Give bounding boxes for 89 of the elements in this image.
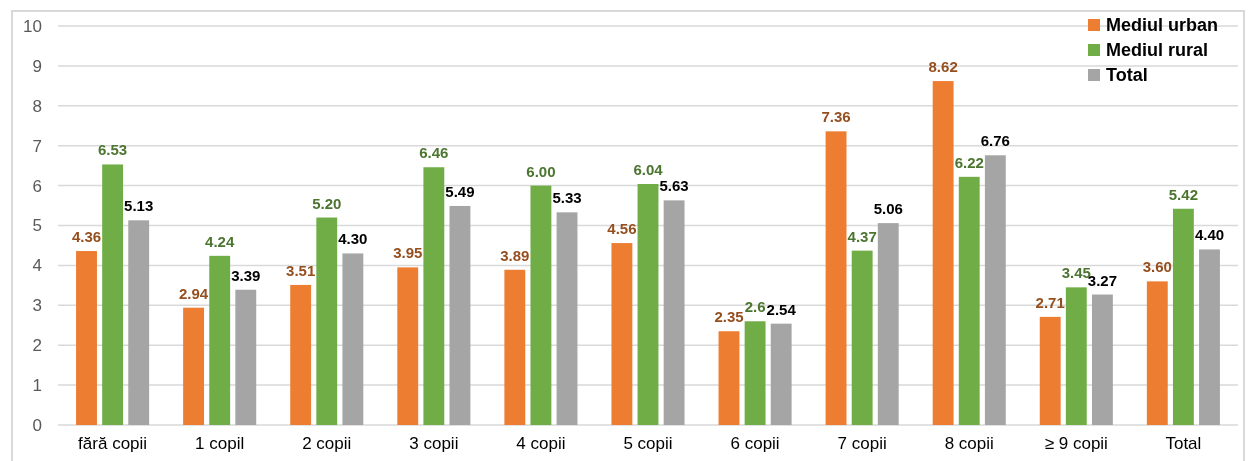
- bar: [877, 223, 899, 425]
- bar: [530, 185, 552, 425]
- x-tick-label: 4 copii: [516, 434, 566, 453]
- x-tick-label: 1 copil: [195, 434, 245, 453]
- data-label: 4.30: [338, 230, 368, 248]
- data-label: 6.76: [980, 132, 1010, 150]
- y-tick-label: 7: [32, 136, 42, 156]
- data-label: 6.22: [954, 153, 984, 171]
- bar: [1146, 281, 1168, 425]
- bar: [637, 184, 659, 425]
- x-tick-label: 2 copii: [302, 434, 352, 453]
- bar: [718, 331, 740, 425]
- data-label: 2.6: [744, 298, 766, 316]
- bar: [611, 243, 633, 425]
- data-label: 7.36: [821, 108, 851, 126]
- data-label: 6.04: [633, 161, 664, 178]
- y-tick-label: 1: [32, 376, 42, 396]
- legend-label: Total: [1106, 65, 1148, 86]
- bar: [1199, 249, 1220, 425]
- x-tick-label: ≥ 9 copii: [1044, 434, 1108, 453]
- bar: [183, 307, 205, 425]
- data-label: 4.36: [71, 228, 102, 246]
- bar: [851, 250, 873, 425]
- data-label: 2.71: [1035, 293, 1065, 311]
- data-label: 6.00: [526, 162, 556, 180]
- x-tick-label: 5 copii: [623, 434, 673, 453]
- bar: [770, 323, 792, 425]
- legend-label: Mediul rural: [1106, 40, 1209, 61]
- data-label: 5.63: [659, 177, 689, 195]
- data-label: 5.49: [445, 182, 475, 200]
- x-tick-label: Total: [1165, 434, 1202, 453]
- data-label: 5.33: [552, 189, 582, 207]
- x-tick-label: 7 copii: [837, 434, 887, 453]
- y-tick-label: 8: [32, 96, 42, 116]
- data-label: 3.95: [393, 244, 423, 262]
- data-label: 5.42: [1168, 185, 1198, 203]
- legend-label: Mediul urban: [1106, 15, 1218, 36]
- x-tick-label: 8 copii: [944, 434, 994, 453]
- data-label: 2.54: [766, 300, 797, 318]
- bar: [1172, 208, 1194, 425]
- y-tick-label: 10: [23, 16, 42, 36]
- bar: [1039, 316, 1061, 425]
- bar: [1091, 294, 1113, 425]
- data-label: 5.06: [873, 200, 903, 218]
- y-tick-label: 3: [32, 296, 42, 316]
- bar: [449, 205, 471, 425]
- x-tick-label: 6 copii: [730, 434, 780, 453]
- data-label: 3.60: [1142, 258, 1172, 276]
- y-tick-label: 2: [32, 336, 42, 356]
- bar: [128, 220, 150, 425]
- data-label: 4.37: [847, 227, 877, 245]
- bar: [102, 164, 124, 425]
- data-label: 5.20: [312, 194, 342, 212]
- bar: [504, 269, 526, 425]
- bar: [423, 167, 445, 425]
- x-tick-label: 3 copii: [409, 434, 459, 453]
- bar: [825, 131, 847, 425]
- y-tick-label: 4: [32, 256, 42, 276]
- data-label: 3.51: [286, 261, 316, 279]
- data-label: 3.89: [500, 246, 530, 264]
- x-tick-label: fără copii: [78, 434, 148, 453]
- data-label: 2.94: [178, 284, 209, 302]
- y-tick-label: 9: [32, 56, 42, 76]
- data-label: 8.62: [928, 58, 958, 76]
- data-label: 6.53: [98, 141, 128, 159]
- bar: [663, 200, 685, 425]
- bar: [342, 253, 364, 425]
- bar: [209, 255, 231, 425]
- bar: [316, 217, 338, 425]
- bar: [397, 267, 419, 425]
- data-label: 6.46: [419, 144, 449, 162]
- bar: [1065, 287, 1087, 425]
- data-label: 4.40: [1194, 226, 1225, 244]
- bar: [235, 289, 257, 425]
- bar: [932, 81, 954, 425]
- bar: [744, 321, 766, 425]
- bar: [290, 284, 312, 425]
- data-label: 2.35: [714, 308, 744, 326]
- data-label: 4.24: [205, 232, 235, 250]
- bar: [958, 176, 980, 425]
- y-tick-label: 5: [32, 216, 42, 236]
- data-label: 4.56: [607, 220, 637, 238]
- bar: [984, 155, 1006, 425]
- data-label: 5.13: [124, 197, 154, 215]
- y-tick-label: 0: [32, 415, 42, 435]
- bar: [76, 251, 97, 425]
- data-label: 3.39: [231, 266, 261, 284]
- y-tick-label: 6: [32, 176, 42, 196]
- bar: [556, 212, 578, 425]
